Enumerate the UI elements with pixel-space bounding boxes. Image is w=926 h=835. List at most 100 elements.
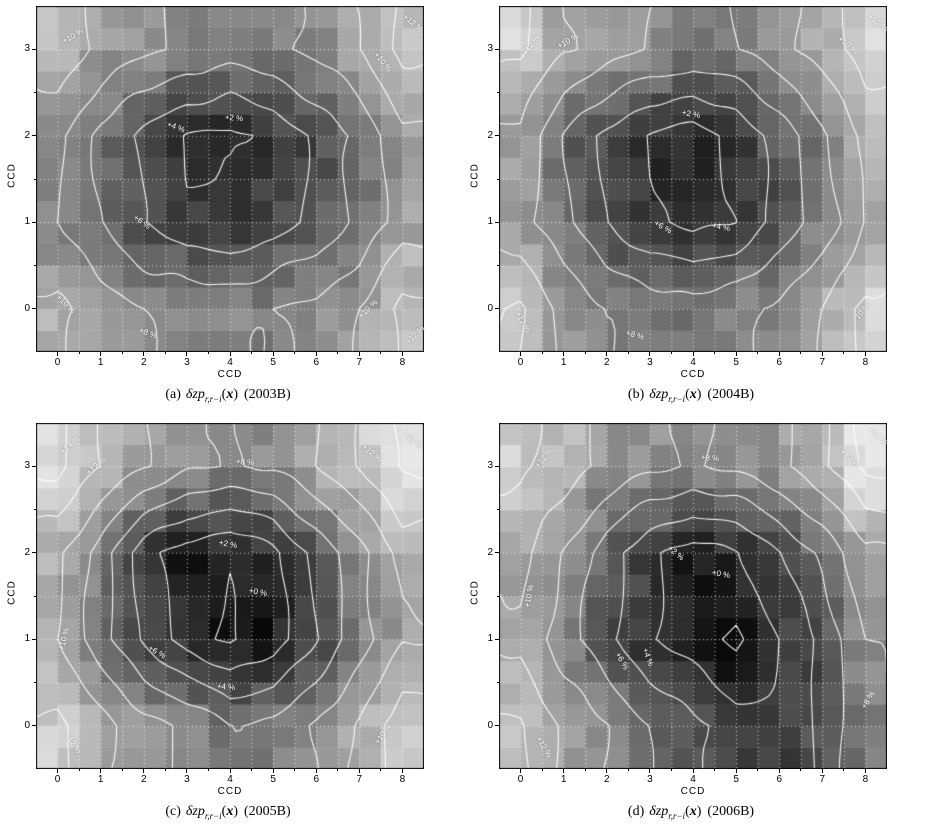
x-tick-mark	[100, 352, 102, 356]
caption-index: (d)	[627, 804, 645, 819]
y-tick-mark	[495, 638, 499, 640]
x-tick-label: 1	[560, 774, 567, 785]
y-minor-tick-mark	[34, 595, 36, 597]
y-minor-tick-mark	[34, 178, 36, 180]
y-tick-label: 0	[487, 302, 493, 314]
y-tick-label: 3	[24, 43, 30, 55]
caption-year: (2006B)	[707, 804, 755, 819]
contour-panel-2003B: CCD CCD (a) δzpr,r−i(x) (2003B) 0 1 2 3 4 5 6 7 8 0…	[0, 0, 463, 417]
x-tick-mark	[401, 769, 403, 773]
x-axis-label: CCD	[680, 786, 706, 797]
x-tick-label: 7	[356, 774, 363, 785]
panel-caption: (a) δzpr,r−i(x) (2003B)	[18, 387, 438, 404]
y-minor-tick-mark	[497, 509, 499, 510]
caption-year: (2004B)	[707, 387, 755, 402]
y-tick-label: 1	[487, 216, 493, 228]
y-tick-mark	[32, 221, 36, 223]
y-minor-tick-mark	[497, 595, 499, 597]
x-tick-mark	[649, 352, 651, 356]
y-tick-mark	[495, 308, 499, 310]
x-minor-tick-mark	[294, 769, 296, 771]
y-tick-label: 3	[487, 460, 493, 472]
x-tick-label: 7	[356, 357, 363, 368]
caption-paren-close: )	[233, 804, 239, 819]
y-minor-tick-mark	[497, 265, 499, 266]
y-tick-mark	[32, 465, 36, 467]
x-minor-tick-mark	[843, 769, 845, 771]
x-tick-label: 5	[733, 357, 739, 368]
y-tick-mark	[32, 48, 36, 50]
x-minor-tick-mark	[121, 352, 123, 354]
caption-arg: x	[226, 804, 234, 819]
x-minor-tick-mark	[627, 352, 629, 354]
y-axis-label: CCD	[6, 580, 18, 605]
x-minor-tick-mark	[541, 352, 543, 354]
x-tick-mark	[100, 769, 102, 773]
y-tick-label: 0	[24, 302, 30, 314]
x-tick-label: 3	[184, 357, 190, 368]
x-tick-label: 8	[862, 357, 869, 368]
y-minor-tick-mark	[34, 265, 36, 266]
y-tick-mark	[495, 725, 499, 727]
heatmap-canvas-d	[499, 423, 887, 769]
caption-symbol: δzp	[185, 804, 205, 819]
x-tick-mark	[692, 769, 694, 773]
contour-panel-2006B: CCD CCD (d) δzpr,r−i(x) (2006B) 0 1 2 3 4 5 6 7 8 0…	[463, 417, 926, 834]
x-tick-mark	[864, 352, 866, 356]
x-minor-tick-mark	[337, 352, 339, 354]
x-tick-mark	[563, 769, 565, 773]
panel-caption: (c) δzpr,r−i(x) (2005B)	[18, 804, 438, 821]
x-tick-label: 6	[776, 357, 782, 368]
caption-subscript: r,r−i	[204, 810, 222, 821]
caption-subscript: r,r−i	[668, 810, 686, 821]
y-minor-tick-mark	[497, 178, 499, 180]
x-tick-label: 1	[97, 774, 104, 785]
y-tick-label: 1	[24, 633, 30, 645]
x-minor-tick-mark	[207, 352, 209, 354]
x-tick-mark	[563, 352, 565, 356]
panel-caption: (b) δzpr,r−i(x) (2004B)	[481, 387, 901, 404]
panel-caption: (d) δzpr,r−i(x) (2006B)	[481, 804, 901, 821]
x-minor-tick-mark	[294, 352, 296, 354]
x-minor-tick-mark	[584, 769, 586, 771]
caption-year: (2005B)	[244, 804, 291, 819]
x-tick-label: 2	[140, 357, 147, 368]
x-minor-tick-mark	[121, 769, 123, 771]
y-tick-mark	[32, 725, 36, 727]
x-tick-mark	[143, 352, 145, 356]
x-minor-tick-mark	[251, 352, 253, 354]
y-minor-tick-mark	[497, 682, 499, 683]
contour-label: +8 %	[235, 456, 255, 468]
x-tick-label: 7	[819, 357, 826, 368]
x-tick-label: 3	[647, 774, 653, 785]
x-minor-tick-mark	[757, 769, 759, 771]
y-tick-mark	[32, 308, 36, 310]
y-tick-mark	[32, 552, 36, 554]
x-tick-label: 4	[690, 357, 696, 368]
y-tick-mark	[495, 48, 499, 50]
x-minor-tick-mark	[251, 769, 253, 771]
x-tick-label: 3	[647, 357, 653, 368]
x-minor-tick-mark	[800, 352, 802, 354]
y-tick-mark	[32, 135, 36, 137]
x-tick-mark	[358, 769, 360, 773]
x-tick-mark	[606, 769, 608, 773]
x-tick-mark	[401, 352, 403, 356]
x-tick-mark	[520, 352, 522, 356]
x-tick-mark	[821, 352, 823, 356]
x-minor-tick-mark	[380, 352, 382, 354]
x-minor-tick-mark	[337, 769, 339, 771]
caption-paren-close: )	[696, 804, 702, 819]
caption-arg: x	[226, 387, 234, 402]
x-tick-mark	[229, 352, 231, 356]
x-tick-mark	[57, 352, 59, 356]
caption-symbol: δzp	[649, 804, 669, 819]
x-minor-tick-mark	[380, 769, 382, 771]
caption-paren-open: (	[685, 804, 690, 819]
x-minor-tick-mark	[714, 352, 716, 354]
x-tick-label: 6	[313, 357, 319, 368]
y-minor-tick-mark	[497, 92, 499, 93]
x-tick-label: 0	[54, 357, 61, 368]
y-axis-label: CCD	[6, 163, 18, 188]
x-tick-mark	[315, 352, 317, 356]
